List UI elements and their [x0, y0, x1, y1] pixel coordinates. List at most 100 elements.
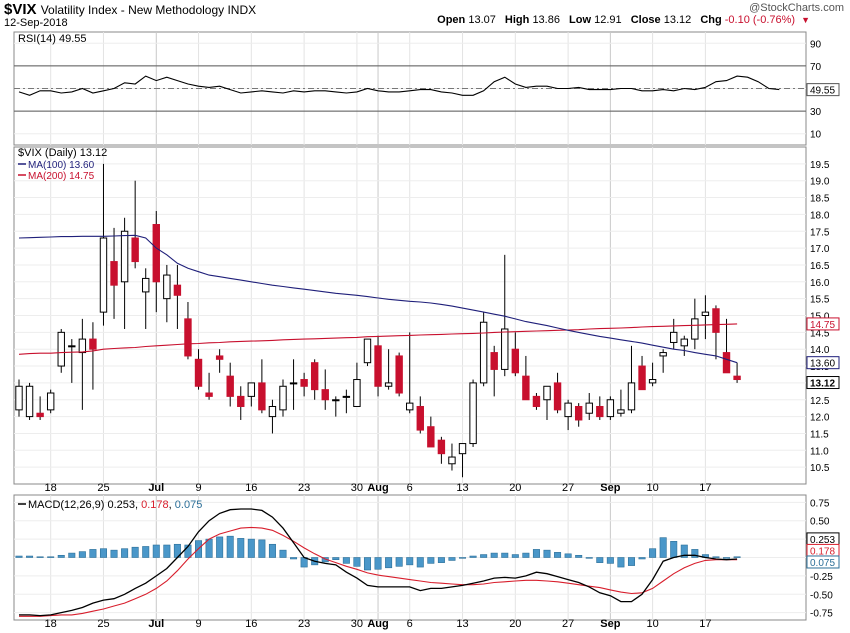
candle-body — [501, 328, 509, 370]
candle-body — [68, 345, 76, 348]
candle-body — [648, 379, 657, 384]
price-tick-label: 11.5 — [810, 429, 829, 440]
candle-body — [659, 352, 667, 357]
candle-body — [553, 382, 562, 411]
high-value: 13.86 — [532, 14, 560, 26]
macd-tick-label: -0.25 — [810, 572, 833, 583]
price-tick-label: 11.0 — [810, 446, 829, 457]
macd-histogram-bar — [57, 554, 65, 558]
rsi-last-value-box — [806, 83, 840, 97]
macd-histogram-bar — [680, 544, 688, 558]
x-tick-label: 18 — [45, 482, 57, 494]
x-tick-label: 30 — [351, 618, 363, 630]
macd-histogram-bar — [691, 549, 699, 558]
x-tick-label: 13 — [456, 618, 468, 630]
candle-body — [374, 345, 382, 387]
candle-body — [416, 405, 424, 431]
price-tick-label: 10.5 — [810, 463, 830, 474]
macd-legend-part: 0.253, — [107, 499, 141, 511]
candle-body — [511, 348, 520, 374]
macd-legend-part: 0.178 — [141, 499, 169, 511]
macd-legend-part: 0.075 — [175, 499, 203, 511]
macd-histogram-bar — [395, 557, 403, 567]
x-tick-label: 9 — [195, 482, 201, 494]
chg-label: Chg — [700, 14, 722, 26]
price-tick-label: 18.0 — [810, 210, 830, 221]
macd-legend: MACD(12,26,9) 0.253, 0.178, 0.075 — [28, 499, 202, 511]
macd-histogram-bar — [532, 549, 540, 558]
rsi-line — [18, 75, 780, 96]
candle-body — [712, 308, 720, 333]
macd-histogram-bar — [131, 546, 139, 558]
candle-body — [237, 395, 245, 407]
rsi-tick-label: 90 — [810, 39, 822, 50]
ma100-line — [18, 234, 738, 364]
candle-body — [606, 399, 615, 418]
candle-body — [733, 375, 741, 381]
candle-body — [36, 412, 44, 418]
macd-tick-label: -0.50 — [810, 590, 833, 601]
low-label: Low — [569, 14, 592, 26]
candle-body — [458, 443, 467, 455]
x-tick-label: 9 — [195, 618, 201, 630]
macd-histogram-bar — [15, 555, 23, 558]
price-tick-label: 17.5 — [810, 227, 830, 238]
x-tick-label: Sep — [600, 618, 620, 630]
macd-histogram-bar — [459, 557, 467, 559]
price-tick-label: 12.0 — [810, 413, 830, 424]
price-legend: $VIX (Daily) 13.12 — [18, 147, 107, 159]
candle-body — [670, 331, 678, 343]
chart-symbol: $VIX Volatility Index - New Methodology … — [4, 1, 256, 18]
price-tick-label: 14.5 — [810, 328, 830, 339]
candle-body — [279, 385, 287, 411]
candle-body — [152, 224, 160, 283]
candle-body — [722, 352, 731, 374]
ma100-legend: MA(100) 13.60 — [28, 160, 95, 171]
macd-histogram-bar — [627, 557, 635, 566]
close-value: 13.12 — [663, 14, 692, 26]
candle-body — [342, 395, 351, 398]
candle-body — [490, 352, 498, 370]
candle-body — [427, 426, 435, 448]
chg-value: -0.10 (-0.76%) — [724, 14, 796, 26]
macd-histogram-bar — [638, 557, 646, 560]
rsi-tick-label: 30 — [810, 107, 822, 118]
macd-histogram-bar — [152, 544, 160, 558]
x-tick-label: Sep — [600, 482, 620, 494]
macd-histogram-bar — [374, 557, 382, 570]
x-tick-label: 23 — [298, 482, 310, 494]
macd-histogram-bar — [575, 554, 583, 558]
macd-histogram-bar — [332, 557, 340, 561]
x-tick-label: 16 — [245, 618, 257, 630]
candle-body — [131, 237, 139, 263]
macd-histogram-bar — [406, 557, 414, 566]
macd-histogram-bar — [353, 557, 361, 567]
candle-body — [479, 321, 488, 384]
macd-histogram-bar — [585, 557, 593, 559]
candle-body — [448, 456, 456, 465]
macd-histogram-bar — [26, 555, 34, 558]
candle-body — [691, 318, 699, 340]
x-tick-label: 25 — [97, 618, 109, 630]
chart-date: 12-Sep-2018 — [4, 17, 68, 29]
macd-histogram-bar — [363, 557, 371, 571]
x-tick-label: 30 — [351, 482, 363, 494]
candle-body — [564, 402, 572, 418]
macd-histogram-bar — [543, 549, 551, 558]
x-tick-label: 16 — [245, 482, 257, 494]
symbol-description: Volatility Index - New Methodology INDX — [40, 3, 257, 17]
macd-legend-part: MACD(12,26,9) — [28, 499, 107, 511]
signal-last-value: 0.178 — [810, 546, 835, 557]
candle-body — [384, 382, 393, 387]
macd-histogram-bar — [121, 548, 129, 558]
macd-histogram-bar — [659, 537, 667, 558]
macd-histogram-bar — [184, 544, 192, 558]
macd-histogram-bar — [342, 557, 350, 564]
macd-histogram-bar — [596, 557, 604, 563]
x-tick-label: 6 — [407, 618, 413, 630]
macd-histogram-bar — [47, 556, 55, 558]
x-tick-label: 23 — [298, 618, 310, 630]
macd-histogram-bar — [110, 549, 118, 558]
macd-histogram-bar — [290, 557, 298, 560]
macd-tick-label: -0.75 — [810, 609, 833, 620]
